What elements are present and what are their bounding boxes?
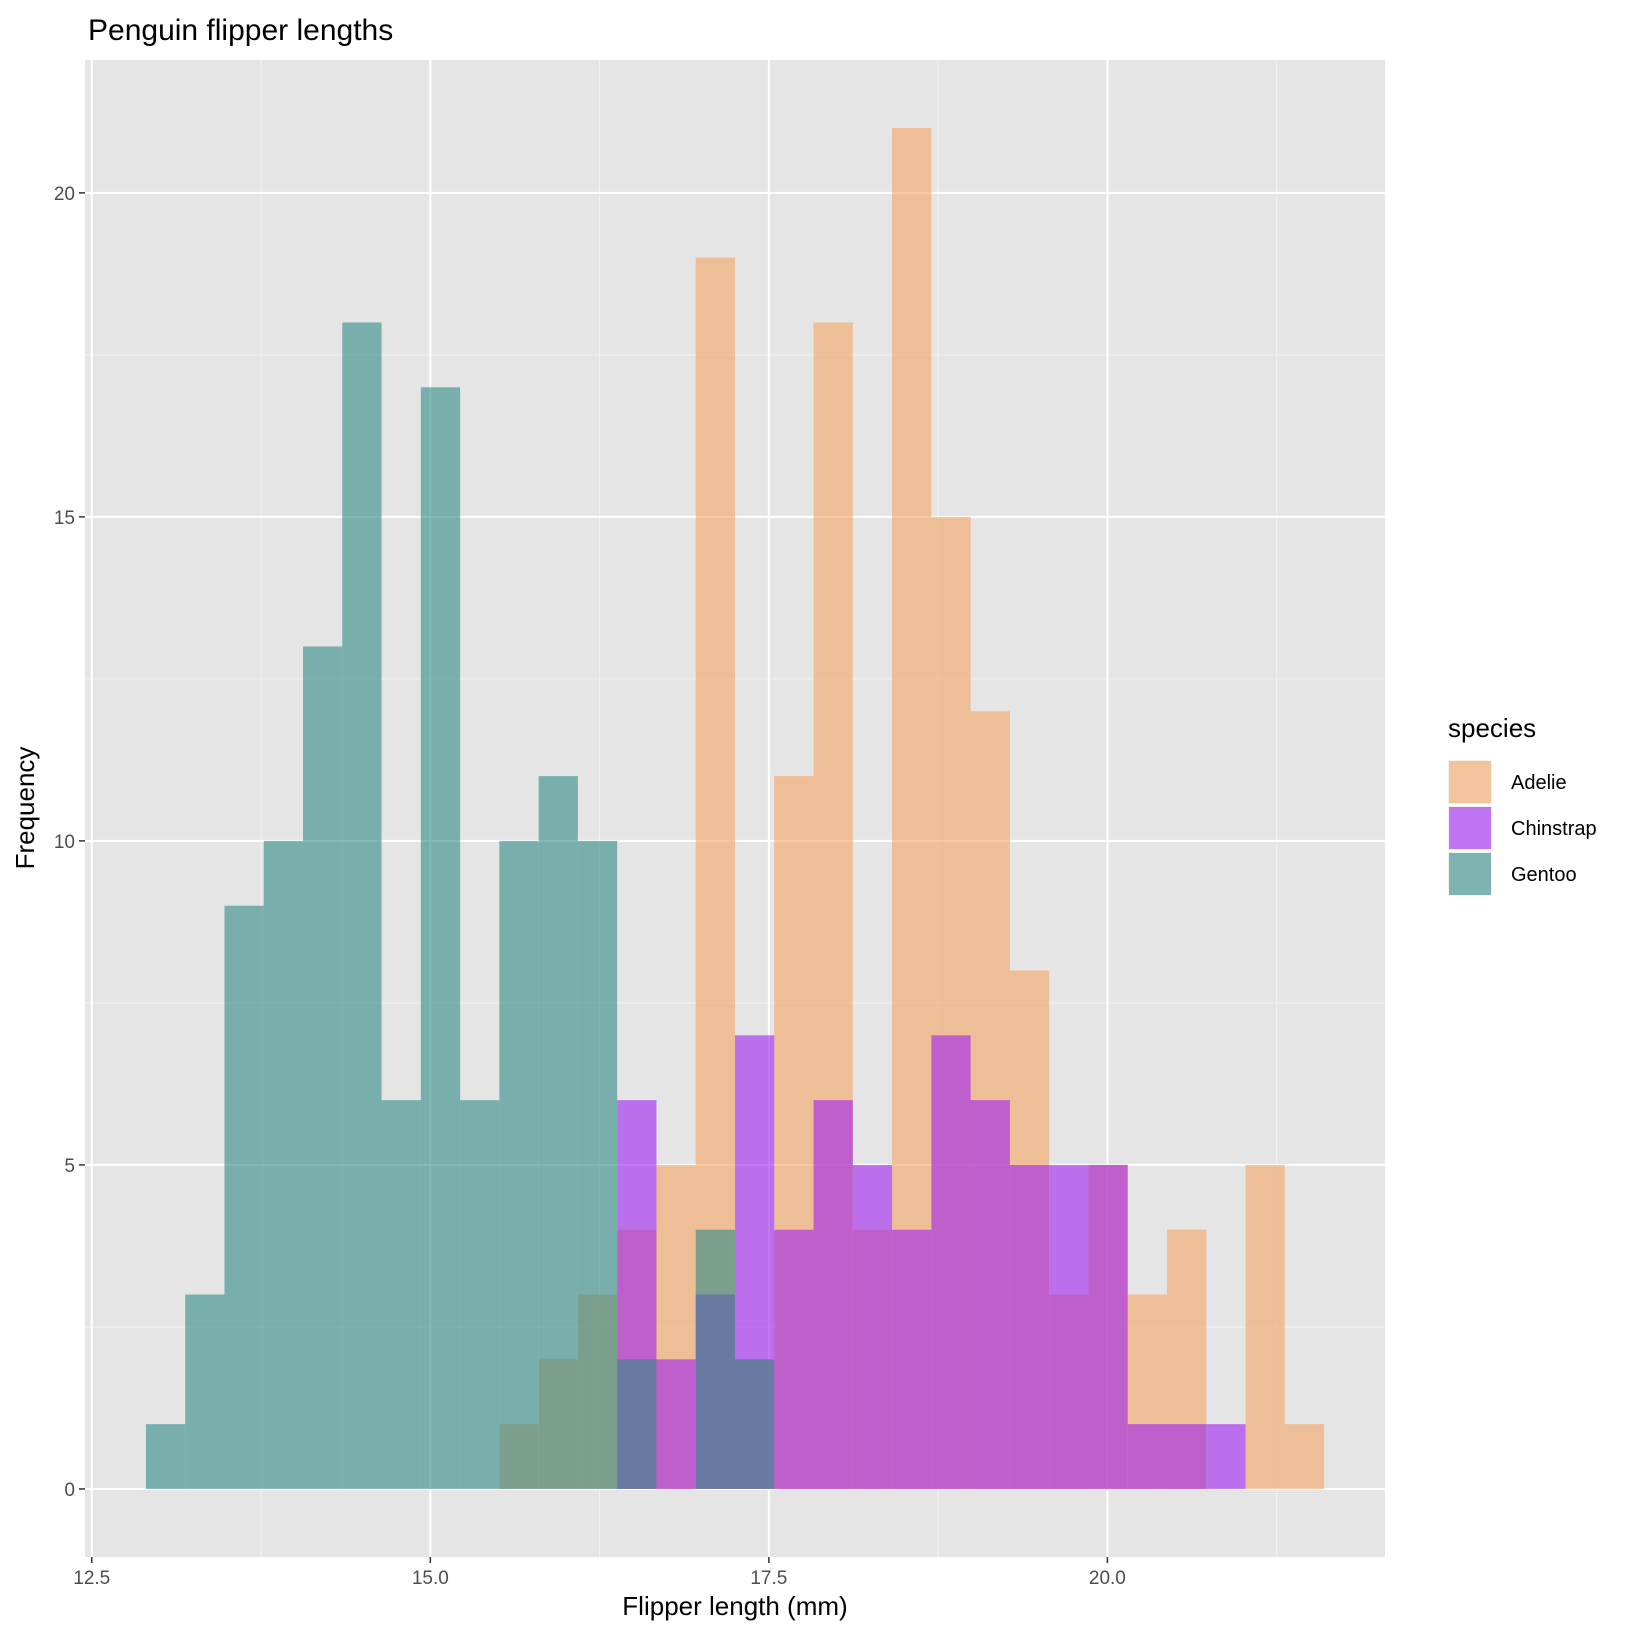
x-tick-label: 20.0 (1089, 1568, 1126, 1589)
legend-swatch-chinstrap (1449, 807, 1491, 849)
series-gentoo (145, 322, 775, 1489)
x-tick-label: 17.5 (750, 1568, 787, 1589)
bar-gentoo (577, 840, 618, 1489)
histogram-bars (145, 128, 1325, 1489)
bar-gentoo (538, 776, 578, 1489)
legend-label-gentoo: Gentoo (1511, 864, 1577, 886)
legend-label-adelie: Adelie (1511, 772, 1567, 794)
y-axis-ticks: 0 5 10 15 20 (54, 184, 85, 1501)
y-tick-label: 0 (64, 1480, 75, 1501)
y-tick-label: 20 (54, 184, 75, 205)
x-tick-label: 15.0 (412, 1568, 449, 1589)
bar-gentoo (263, 840, 304, 1489)
bar-chinstrap (892, 1229, 932, 1489)
bar-chinstrap (1088, 1164, 1128, 1489)
bar-gentoo (145, 1424, 186, 1489)
bar-chinstrap (931, 1035, 971, 1489)
bar-chinstrap (774, 1229, 814, 1489)
legend-swatch-adelie (1449, 761, 1491, 803)
y-tick-label: 15 (54, 508, 75, 529)
bar-gentoo (735, 1359, 775, 1489)
x-tick-label: 12.5 (73, 1568, 110, 1589)
bar-chinstrap (1166, 1424, 1207, 1489)
y-tick-label: 5 (64, 1156, 75, 1177)
bar-gentoo (224, 905, 264, 1489)
bar-chinstrap (1049, 1164, 1089, 1489)
legend: species Adelie Chinstrap Gentoo (1448, 713, 1597, 896)
bar-gentoo (381, 1100, 421, 1489)
bar-adelie (1284, 1424, 1325, 1489)
bar-chinstrap (1206, 1424, 1246, 1489)
bar-gentoo (695, 1229, 735, 1489)
bar-gentoo (342, 322, 382, 1489)
bar-chinstrap (813, 1100, 853, 1489)
legend-swatch-gentoo (1449, 853, 1491, 895)
y-axis-title: Frequency (10, 747, 40, 870)
bar-gentoo (303, 646, 343, 1489)
bar-chinstrap (1009, 1164, 1050, 1489)
legend-label-chinstrap: Chinstrap (1511, 818, 1597, 840)
bar-gentoo (185, 1294, 225, 1489)
chart-title: Penguin flipper lengths (88, 14, 393, 47)
bar-gentoo (499, 840, 539, 1489)
bar-chinstrap (656, 1359, 696, 1489)
bar-gentoo (460, 1100, 500, 1489)
legend-title: species (1448, 713, 1536, 743)
bar-chinstrap (1127, 1424, 1167, 1489)
bar-gentoo (420, 387, 461, 1489)
bar-chinstrap (852, 1164, 893, 1489)
bar-adelie (1245, 1164, 1285, 1489)
x-axis-title: Flipper length (mm) (622, 1591, 847, 1621)
legend-items: Adelie Chinstrap Gentoo (1448, 760, 1597, 896)
bar-gentoo (617, 1359, 657, 1489)
bar-chinstrap (970, 1100, 1010, 1489)
x-axis-ticks: 12.5 15.0 17.5 20.0 (73, 1557, 1126, 1589)
y-tick-label: 10 (54, 832, 75, 853)
